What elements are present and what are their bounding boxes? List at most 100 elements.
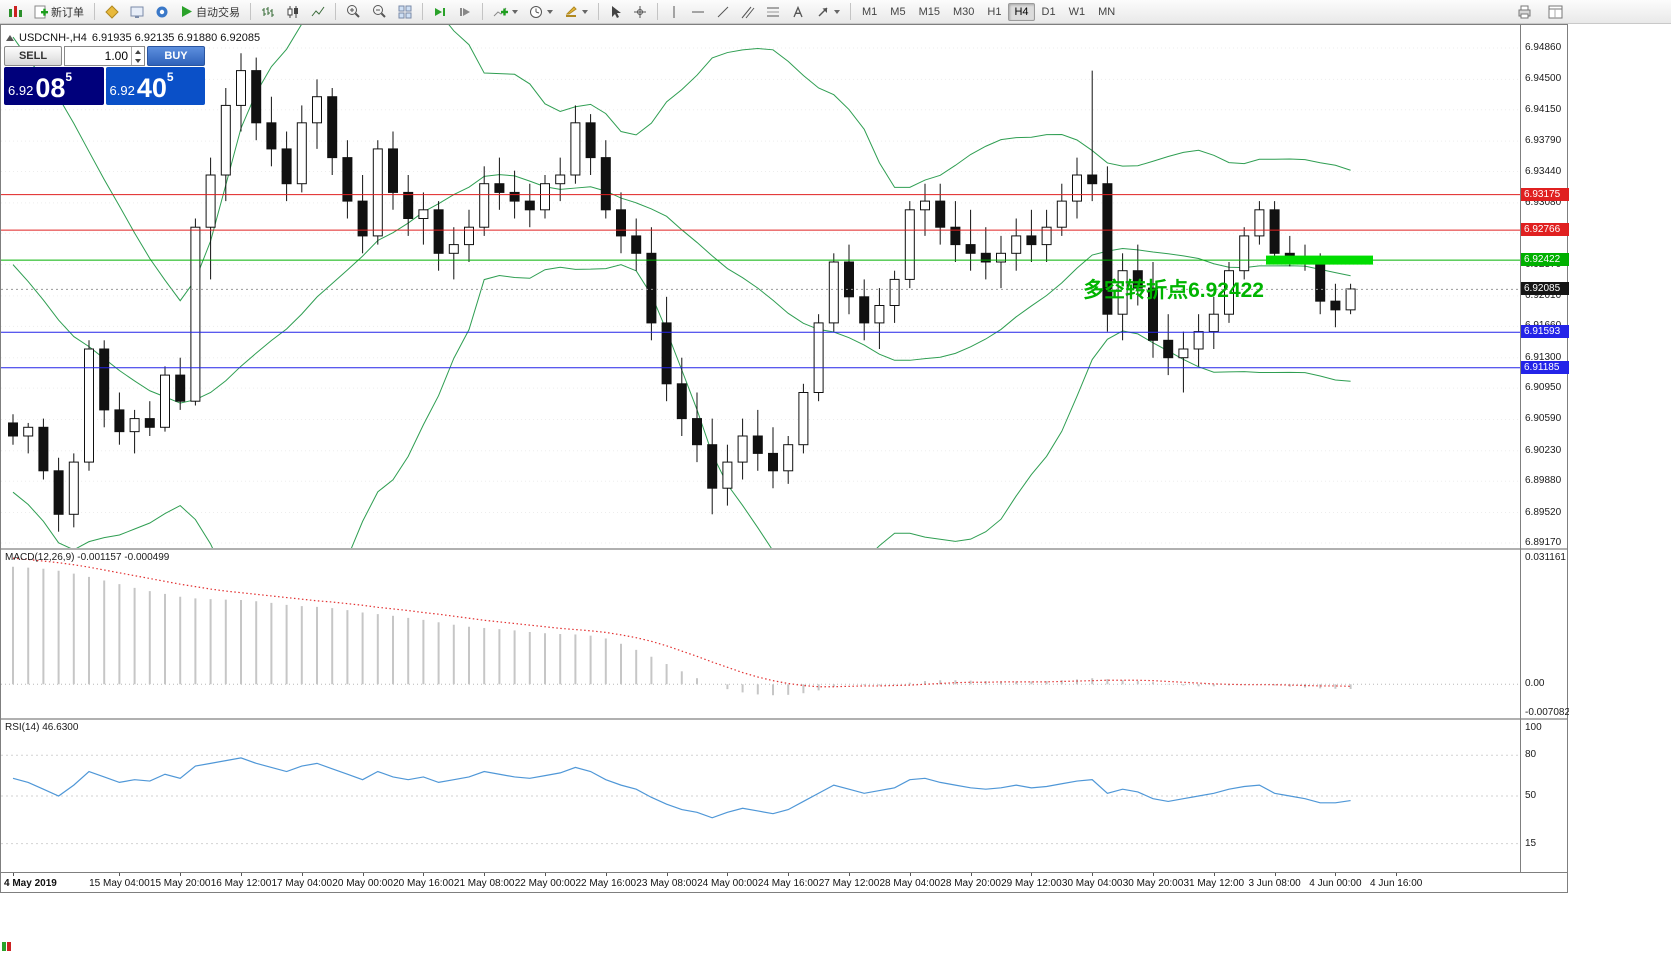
tf-button-M15[interactable]: M15 xyxy=(913,3,946,21)
candle-body xyxy=(889,278,900,307)
candle-body xyxy=(707,444,718,489)
timeframe-group: M1 M5 M15 M30 H1 H4 D1 W1 MN xyxy=(856,2,1121,21)
candle-body xyxy=(99,348,110,411)
candle-body xyxy=(828,261,839,324)
community-icon[interactable] xyxy=(150,1,174,22)
time-label: 30 May 20:00 xyxy=(1122,878,1184,889)
candlestick-chart-icon[interactable] xyxy=(281,1,305,22)
candle-body xyxy=(1208,313,1219,333)
candle-body xyxy=(38,426,49,472)
vertical-line-icon[interactable] xyxy=(663,1,685,22)
indicators-icon[interactable] xyxy=(488,1,523,22)
equidistant-channel-icon[interactable] xyxy=(736,1,760,22)
candle-body xyxy=(540,183,550,211)
chart-header: USDCNH-,H4 6.91935 6.92135 6.91880 6.920… xyxy=(6,32,260,44)
tile-windows-icon[interactable] xyxy=(393,1,417,22)
chart-shift-icon[interactable] xyxy=(453,1,477,22)
price-badge-6.93175: 6.93175 xyxy=(1521,187,1569,201)
time-tick xyxy=(423,873,425,876)
candle-body xyxy=(129,418,140,433)
zoom-out-icon[interactable] xyxy=(367,1,392,22)
rsi-pane[interactable] xyxy=(1,720,1520,872)
candle-body xyxy=(783,444,794,472)
candle-body xyxy=(996,252,1006,263)
pane-separator[interactable] xyxy=(1,548,1567,550)
candle-body xyxy=(418,209,429,220)
price-scale[interactable]: 6.94860 6.94500 6.94150 6.93790 6.93440 6.930… xyxy=(1520,25,1570,872)
tf-button-D1[interactable]: D1 xyxy=(1036,3,1062,21)
tf-button-MN[interactable]: MN xyxy=(1092,3,1121,21)
trendline-icon[interactable] xyxy=(711,1,735,22)
time-tick xyxy=(1153,873,1154,876)
buy-price-box[interactable]: 6.92 40 5 xyxy=(105,67,205,105)
spin-down-icon[interactable] xyxy=(135,58,141,63)
autotrading-button[interactable]: 自动交易 xyxy=(175,1,245,22)
templates-icon[interactable] xyxy=(559,1,593,22)
main-chart[interactable]: 多空转折点6.92422 xyxy=(1,25,1520,548)
metaeditor-icon[interactable] xyxy=(100,1,124,22)
line-chart-icon[interactable] xyxy=(306,1,330,22)
bar-chart-icon[interactable] xyxy=(256,1,280,22)
cursor-icon[interactable] xyxy=(604,1,627,22)
candle-body xyxy=(68,461,79,515)
price-badge-6.91593: 6.91593 xyxy=(1521,325,1569,339)
sell-price-box[interactable]: 6.92 08 5 xyxy=(4,67,104,105)
lot-stepper[interactable] xyxy=(131,47,144,65)
time-label: 15 May 04:00 xyxy=(89,878,150,889)
candle-body xyxy=(1072,174,1082,202)
rsi-tick: 100 xyxy=(1525,722,1542,733)
arrows-tool-icon[interactable] xyxy=(811,1,845,22)
time-tick xyxy=(666,873,668,876)
toolbar-separator xyxy=(422,3,423,20)
crosshair-icon[interactable] xyxy=(628,1,652,22)
print-icon[interactable] xyxy=(1512,1,1537,22)
tf-button-H4[interactable]: H4 xyxy=(1008,2,1035,21)
candle-body xyxy=(266,122,277,150)
candle-body xyxy=(1269,209,1280,254)
candle-body xyxy=(1254,209,1265,237)
data-window-icon[interactable] xyxy=(1543,1,1568,22)
time-label: 24 May 16:00 xyxy=(757,878,819,889)
time-tick xyxy=(1274,873,1276,876)
toolbar-separator xyxy=(250,3,251,20)
symbol-period-label: USDCNH-,H4 xyxy=(19,32,87,44)
spin-up-icon[interactable] xyxy=(135,49,141,54)
tf-button-M1[interactable]: M1 xyxy=(856,3,883,21)
time-tick xyxy=(180,873,182,876)
charts-window-icon[interactable] xyxy=(125,1,149,22)
zoom-in-icon[interactable] xyxy=(341,1,366,22)
tf-button-W1[interactable]: W1 xyxy=(1063,3,1092,21)
periods-icon[interactable] xyxy=(524,1,558,22)
text-tool-icon[interactable] xyxy=(786,1,810,22)
price-badge-6.92766: 6.92766 xyxy=(1521,223,1569,237)
horizontal-line-icon[interactable] xyxy=(686,1,710,22)
chevron-down-icon xyxy=(582,9,588,14)
tf-button-M30[interactable]: M30 xyxy=(947,3,980,21)
candle-body xyxy=(1224,270,1234,315)
pane-separator[interactable] xyxy=(1,718,1567,720)
bollinger-upper xyxy=(12,25,1351,302)
candle-body xyxy=(448,244,459,254)
fibonacci-icon[interactable] xyxy=(761,1,785,22)
candle-body xyxy=(920,200,930,211)
candle-body xyxy=(372,148,383,237)
macd-pane[interactable] xyxy=(1,550,1520,718)
new-order-button[interactable]: 新订单 xyxy=(29,1,89,22)
tf-button-H1[interactable]: H1 xyxy=(981,3,1007,21)
autotrading-label: 自动交易 xyxy=(196,6,240,19)
candle-body xyxy=(479,183,490,228)
main-toolbar: 新订单 自动交易 xyxy=(0,0,1671,24)
lot-size-field[interactable]: 1.00 xyxy=(64,46,145,66)
time-tick xyxy=(1031,873,1033,876)
time-label: 4 Jun 16:00 xyxy=(1370,878,1423,889)
sell-button[interactable]: SELL xyxy=(4,46,62,66)
time-axis[interactable]: 4 May 2019 15 May 04:00 15 May 20:00 16 May… xyxy=(1,872,1567,892)
window-gutter xyxy=(1569,24,1671,949)
auto-scroll-icon[interactable] xyxy=(428,1,452,22)
candle-body xyxy=(8,422,18,437)
tf-button-M5[interactable]: M5 xyxy=(884,3,911,21)
toolbar-separator xyxy=(335,3,336,20)
buy-button[interactable]: BUY xyxy=(147,46,205,66)
one-click-collapse-icon[interactable] xyxy=(6,35,14,41)
candle-body xyxy=(965,244,976,254)
